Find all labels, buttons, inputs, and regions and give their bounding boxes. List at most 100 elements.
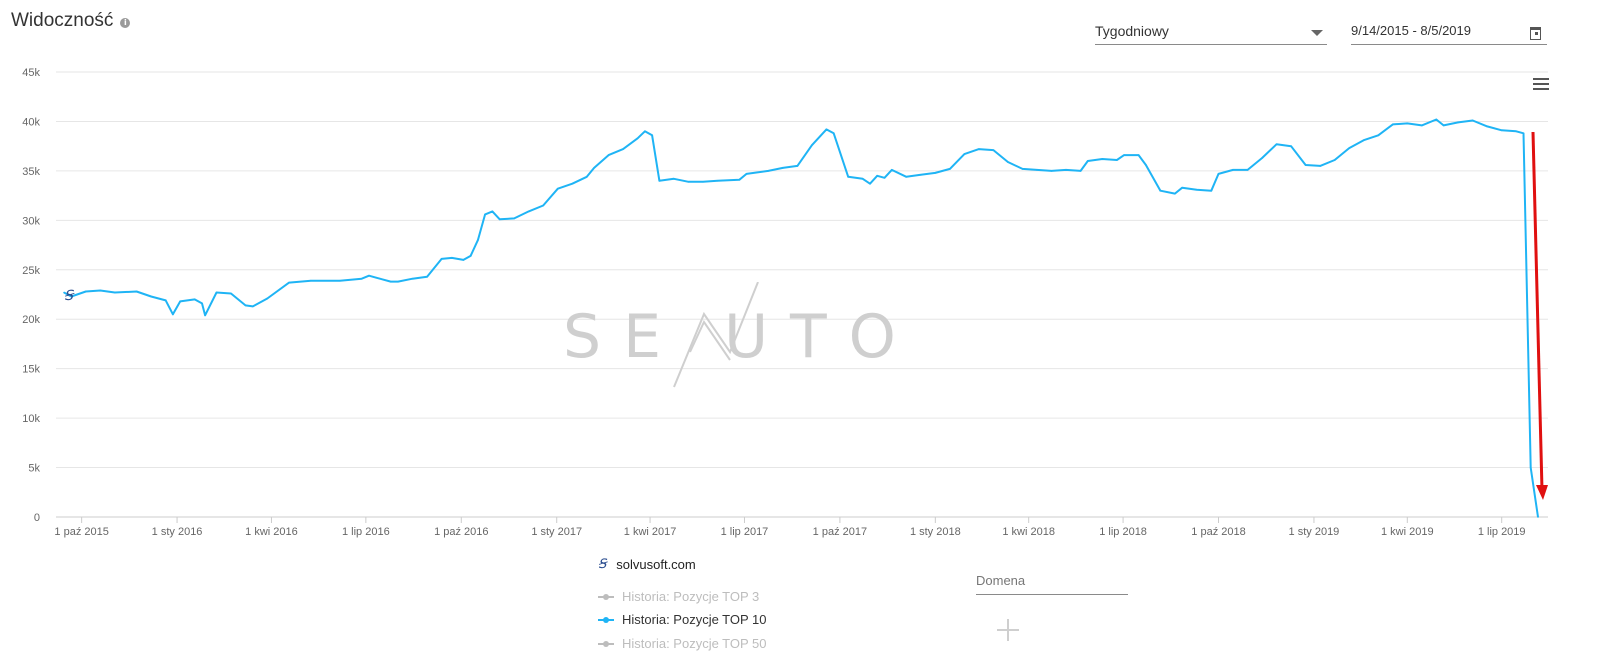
data-point bbox=[1123, 154, 1125, 156]
data-point bbox=[179, 300, 181, 303]
data-point bbox=[992, 149, 995, 151]
y-tick-label: 45k bbox=[22, 67, 40, 79]
data-point bbox=[1391, 123, 1394, 126]
legend-site: Ꞩ solvusoft.com bbox=[598, 557, 696, 572]
data-point bbox=[673, 178, 675, 180]
data-point bbox=[861, 178, 864, 180]
legend-item-top3[interactable]: Historia: Pozycje TOP 3 bbox=[598, 589, 759, 604]
data-point bbox=[1529, 466, 1532, 469]
legend-item-label: Historia: Pozycje TOP 50 bbox=[622, 636, 767, 651]
x-tick-label: 1 kwi 2016 bbox=[245, 526, 298, 538]
x-tick-label: 1 paź 2018 bbox=[1191, 526, 1245, 538]
x-tick-label: 1 lip 2017 bbox=[721, 526, 769, 538]
data-point bbox=[1232, 169, 1234, 171]
data-point bbox=[389, 280, 392, 283]
data-point bbox=[1195, 188, 1198, 191]
data-point bbox=[411, 277, 414, 280]
data-point bbox=[644, 130, 646, 133]
data-point bbox=[1486, 125, 1488, 128]
data-point bbox=[1304, 164, 1307, 166]
data-point bbox=[1421, 124, 1423, 127]
data-point bbox=[375, 276, 378, 279]
data-point bbox=[135, 290, 138, 293]
data-point bbox=[360, 277, 363, 280]
data-point bbox=[876, 175, 879, 177]
date-range-picker[interactable]: 9/14/2015 - 8/5/2019 bbox=[1351, 20, 1547, 45]
data-point bbox=[1435, 118, 1438, 121]
legend-marker-icon bbox=[598, 640, 614, 647]
data-point bbox=[1181, 186, 1184, 189]
data-point bbox=[920, 174, 922, 176]
x-tick-label: 1 sty 2018 bbox=[910, 526, 961, 538]
data-point bbox=[426, 275, 428, 278]
data-point bbox=[70, 295, 73, 298]
data-point bbox=[1261, 157, 1263, 159]
data-point bbox=[585, 176, 588, 178]
data-point bbox=[84, 290, 87, 293]
x-axis-ticks: 1 paź 2015 1 sty 2016 1 kwi 2016 1 lip 2016… bbox=[54, 517, 1526, 538]
legend-item-top50[interactable]: Historia: Pozycje TOP 50 bbox=[598, 636, 767, 651]
x-tick-label: 1 kwi 2017 bbox=[624, 526, 677, 538]
data-point bbox=[477, 239, 479, 241]
data-point bbox=[63, 291, 65, 294]
data-point bbox=[832, 132, 835, 135]
y-tick-label: 20k bbox=[22, 314, 40, 326]
data-point bbox=[150, 295, 152, 298]
hamburger-menu-icon[interactable] bbox=[1533, 78, 1549, 92]
data-point bbox=[1145, 164, 1147, 166]
date-range-value: 9/14/2015 - 8/5/2019 bbox=[1351, 23, 1471, 38]
data-point bbox=[1174, 192, 1176, 195]
data-point bbox=[636, 137, 639, 140]
data-point bbox=[368, 274, 370, 277]
data-point bbox=[1065, 169, 1067, 171]
calendar-icon[interactable] bbox=[1530, 27, 1541, 40]
data-point bbox=[1079, 170, 1082, 172]
data-point bbox=[204, 314, 206, 317]
data-point bbox=[288, 281, 290, 284]
site-favicon-icon: Ꞩ bbox=[598, 557, 607, 572]
site-marker-icon: Ꞩ bbox=[64, 288, 75, 304]
data-point bbox=[201, 302, 203, 305]
data-point bbox=[1116, 159, 1118, 161]
data-point bbox=[172, 313, 174, 316]
add-domain-plus-icon[interactable] bbox=[997, 619, 1019, 641]
x-tick-label: 1 paź 2015 bbox=[54, 526, 108, 538]
data-point bbox=[622, 148, 624, 150]
y-tick-label: 40k bbox=[22, 116, 40, 128]
data-point bbox=[397, 280, 399, 283]
data-point bbox=[883, 177, 886, 179]
data-point bbox=[1101, 158, 1104, 160]
legend-item-top10[interactable]: Historia: Pozycje TOP 10 bbox=[598, 612, 767, 627]
data-point bbox=[266, 297, 269, 300]
data-point bbox=[1319, 165, 1321, 167]
data-point bbox=[484, 213, 486, 216]
domain-input-placeholder: Domena bbox=[976, 573, 1026, 588]
data-point bbox=[571, 182, 574, 185]
data-point bbox=[164, 299, 167, 302]
data-point bbox=[1246, 169, 1249, 171]
data-point bbox=[767, 170, 770, 172]
data-point bbox=[1348, 147, 1351, 149]
data-point bbox=[1275, 143, 1278, 145]
data-point bbox=[1333, 159, 1336, 161]
x-tick-label: 1 paź 2016 bbox=[434, 526, 488, 538]
data-point bbox=[1457, 121, 1459, 124]
legend-marker-icon bbox=[598, 616, 614, 623]
x-tick-label: 1 sty 2019 bbox=[1289, 526, 1340, 538]
info-icon[interactable]: i bbox=[120, 17, 131, 28]
data-point bbox=[963, 153, 966, 155]
x-tick-label: 1 sty 2017 bbox=[531, 526, 582, 538]
interval-select[interactable]: Tygodniowy bbox=[1095, 20, 1327, 45]
data-point bbox=[542, 204, 545, 207]
data-point bbox=[244, 304, 247, 307]
data-point bbox=[847, 176, 849, 178]
y-axis-ticks: 0 5k 10k 15k 20k 25k 30k 35k 40k 45k bbox=[22, 67, 40, 524]
domain-input[interactable]: Domena bbox=[976, 572, 1128, 595]
data-point bbox=[1471, 119, 1474, 122]
y-tick-label: 30k bbox=[22, 215, 40, 227]
data-point bbox=[251, 305, 254, 308]
x-tick-label: 1 lip 2016 bbox=[342, 526, 390, 538]
data-point bbox=[1217, 173, 1220, 175]
data-point bbox=[310, 279, 312, 282]
